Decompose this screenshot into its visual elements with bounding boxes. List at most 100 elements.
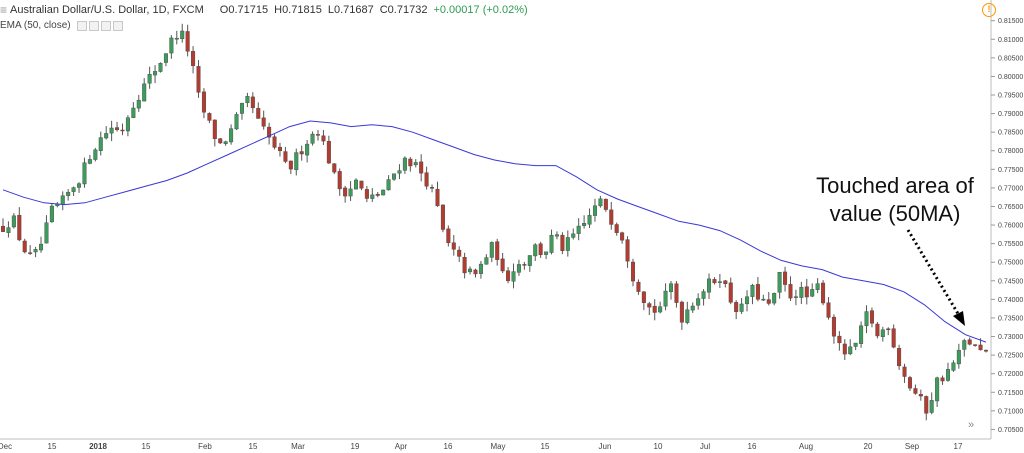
candle-body [902,366,907,377]
y-tick-label: 0.74500 [998,278,1023,285]
candle-body [630,261,635,282]
candle-body [848,346,853,355]
more-icon[interactable] [112,21,123,31]
candle-body [120,129,125,132]
candle-body [104,133,109,139]
alert-icon[interactable]: ! [982,3,996,17]
candle-body [305,143,310,156]
candle-body [799,286,804,298]
candle-body [886,328,891,331]
candle-body [712,279,717,284]
candle-body [984,349,989,352]
candle-body [723,280,728,284]
annotation-arrow-layer [906,229,965,326]
candle-body [647,303,652,308]
x-tick-label: Apr [395,442,408,451]
candle-body [283,151,288,162]
candle-body [701,291,706,299]
candle-body [739,303,744,312]
candle-body [674,283,679,303]
candle-body [826,302,831,318]
candle-body [234,114,239,130]
candle-body [180,30,185,40]
x-tick-label: 10 [654,442,663,451]
candle-body [489,242,494,258]
candle-body [440,204,445,230]
candle-body [842,343,847,355]
settings-icon[interactable] [88,21,99,31]
y-tick-label: 0.79000 [998,111,1023,118]
candle-body [690,305,695,311]
candle-body [332,163,337,173]
candle-body [163,53,168,63]
candle-body [641,291,646,303]
candle-body [462,257,467,274]
candle-body [201,91,206,113]
candle-body [446,228,451,244]
annotation-line-2: value (50MA) [829,201,961,226]
y-tick-label: 0.77500 [998,167,1023,174]
symbol-title[interactable]: Australian Dollar/U.S. Dollar, 1D, FXCM [10,4,204,16]
candle-body [109,127,114,134]
candle-body [544,251,549,255]
close-icon[interactable] [100,21,111,31]
candle-body [549,234,554,253]
candle-body [17,214,22,241]
candle-body [402,157,407,171]
candle-body [294,152,299,171]
candle-body [951,362,956,371]
x-tick-label: 19 [351,442,360,451]
candle-body [875,323,880,337]
candle-body [153,71,158,76]
candle-body [587,215,592,225]
candle-body [516,264,521,273]
candle-body [66,191,71,196]
candle-body [71,187,76,192]
candle-body [500,258,505,272]
candle-body [897,348,902,367]
candle-body [33,249,38,253]
annotation-line-1: Touched area of [816,173,974,198]
candle-body [625,239,630,262]
candle-body [935,377,940,402]
candle-body [565,237,570,251]
candle-body [929,400,934,413]
ema-indicator-label[interactable]: EMA (50, close) [0,20,71,31]
candle-body [277,146,282,152]
candle-body [527,255,532,266]
x-tick-label: Mar [291,442,305,451]
menu-icon[interactable]: ≡ [0,3,8,17]
change-value: +0.00017 (+0.02%) [433,4,528,16]
candle-body [761,298,766,301]
candle-body [495,241,500,260]
candle-body [147,74,152,84]
y-tick-label: 0.72500 [998,353,1023,360]
candle-body [750,284,755,297]
candle-body [44,222,49,244]
candle-body [956,349,961,365]
candle-body [609,209,614,225]
candle-body [913,388,918,394]
candle-body [212,119,217,139]
y-tick-label: 0.79500 [998,93,1023,100]
time-axis: Dec 15 2018 15 Feb 15 Mar 19 Apr 16 May 15 Jun 10 Jul 1… [0,438,991,451]
candle-body [288,160,293,170]
candle-body [511,271,516,282]
chart-legend: ≡ Australian Dollar/U.S. Dollar, 1D, FXC… [0,2,534,34]
visibility-toggle-icon[interactable] [76,21,87,31]
candle-body [343,187,348,197]
candle-body [272,136,277,148]
candle-body [359,180,364,189]
candle-body [223,141,228,144]
candle-body [522,264,527,266]
candle-body [98,137,103,151]
candle-body [620,232,625,241]
candle-body [413,162,418,166]
candle-body [821,282,826,304]
candle-body [185,31,190,52]
double-chevron-right-icon[interactable]: » [968,419,975,431]
candle-body [457,249,462,257]
x-tick-label: Feb [198,442,212,451]
